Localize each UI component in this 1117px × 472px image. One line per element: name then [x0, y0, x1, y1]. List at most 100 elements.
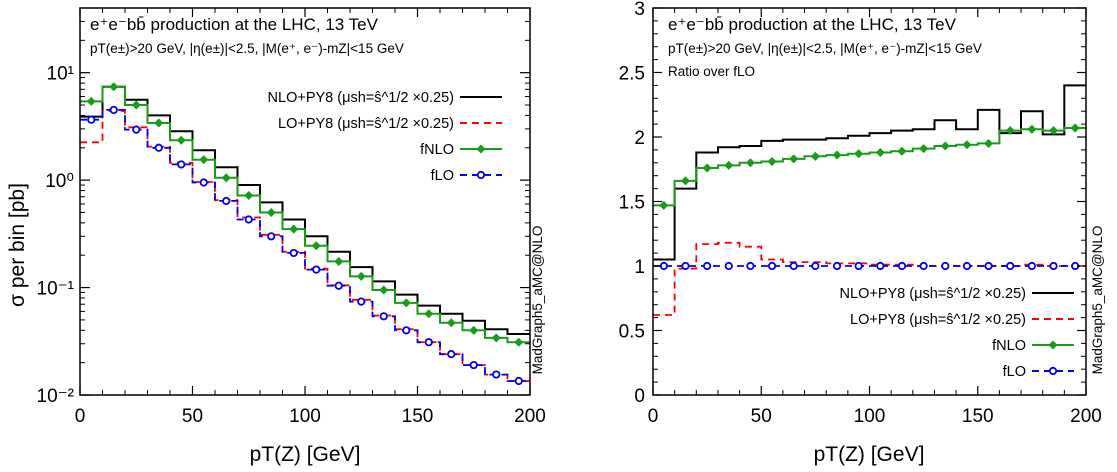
- legend-label: fLO: [1003, 364, 1026, 380]
- flo-marker: [132, 125, 141, 134]
- fnlo-marker: [311, 241, 321, 251]
- right-series-layer: [653, 84, 1086, 316]
- l-plot-frame: [79, 7, 531, 396]
- fnlo-marker: [810, 151, 820, 161]
- flo-marker: [876, 261, 885, 271]
- flo-marker: [941, 261, 950, 271]
- y-tick-label: 3: [634, 0, 645, 20]
- flo-marker: [832, 261, 842, 271]
- flo-marker: [109, 105, 118, 115]
- right-ratio-note: Ratio over fLO: [668, 64, 755, 79]
- flo-marker: [984, 261, 993, 271]
- left-chart-title: e⁺e⁻bb̄ production at the LHC, 13 TeV: [90, 15, 379, 34]
- fnlo-marker: [1070, 123, 1080, 133]
- left-series-layer: [80, 82, 530, 386]
- flo-marker: [514, 376, 523, 386]
- flo-marker: [789, 261, 798, 271]
- y-tick-label: 1: [634, 257, 645, 278]
- fnlo-marker: [491, 333, 501, 343]
- fnlo-marker: [469, 325, 479, 335]
- flo-marker: [1027, 261, 1036, 271]
- fnlo-marker: [199, 155, 209, 165]
- x-tick-label: 100: [289, 406, 321, 427]
- y-tick-label: 10⁻²: [37, 386, 75, 407]
- legend-marker: [1048, 366, 1058, 376]
- fnlo-marker: [1049, 126, 1059, 136]
- fnlo-marker: [962, 140, 972, 150]
- right-chart-subtitle: pT(e±)>20 GeV, |η(e±)|<2.5, |M(e⁺, e⁻)-m…: [668, 41, 982, 56]
- flo-marker: [703, 261, 712, 271]
- fnlo-marker: [154, 118, 164, 128]
- fnlo-marker: [266, 207, 276, 217]
- legend-label: fNLO: [992, 338, 1026, 354]
- legend-label: NLO+PY8 (μsh=ŝ^1/2 ×0.25): [840, 286, 1026, 302]
- fnlo-marker: [514, 337, 524, 347]
- legend-label: LO+PY8 (μsh=ŝ^1/2 ×0.25): [278, 116, 454, 132]
- fnlo-marker: [131, 100, 141, 110]
- right-panel: 0 50 100 150 200 0 0.5 1 1.5 2 2.5 3 e⁺e⁻bb̄ produc…: [619, 0, 1105, 466]
- x-tick-label: 0: [75, 406, 86, 427]
- x-tick-label: 200: [1070, 406, 1102, 427]
- flo-marker: [919, 261, 928, 271]
- fnlo-marker: [86, 96, 96, 106]
- y-tick-label: 0: [634, 386, 645, 407]
- x-tick-label: 150: [962, 406, 994, 427]
- flo-marker: [1049, 261, 1058, 271]
- flo-marker: [244, 215, 253, 224]
- flo-marker: [87, 115, 96, 124]
- flo-marker: [357, 297, 366, 306]
- left-panel: 0 50 100 150 200 10⁻² 10⁻¹ 10⁰ 10¹ e⁺e⁻bb̄ produ…: [6, 7, 546, 466]
- legend-label: NLO+PY8 (μsh=ŝ^1/2 ×0.25): [268, 90, 454, 106]
- right-chart-title: e⁺e⁻bb̄ production at the LHC, 13 TeV: [668, 15, 957, 34]
- left-axes: 0 50 100 150 200 10⁻² 10⁻¹ 10⁰ 10¹: [37, 7, 546, 427]
- fnlo-marker: [221, 173, 231, 183]
- r-series-0-line: [653, 84, 1086, 261]
- x-tick-label: 0: [648, 406, 659, 427]
- fnlo-marker: [1027, 124, 1037, 134]
- fnlo-marker: [176, 135, 186, 145]
- right-legend: NLO+PY8 (μsh=ŝ^1/2 ×0.25) LO+PY8 (μsh=ŝ^1…: [840, 286, 1074, 380]
- flo-marker: [811, 261, 820, 271]
- x-tick-label: 50: [182, 406, 203, 427]
- right-x-axis-title: pT(Z) [GeV]: [814, 443, 925, 466]
- left-legend: NLO+PY8 (μsh=ŝ^1/2 ×0.25) LO+PY8 (μsh=ŝ^1…: [268, 90, 502, 184]
- left-watermark: MadGraph5_aMC@NLO: [530, 226, 545, 375]
- r-series-1-line: [653, 241, 1086, 316]
- y-tick-label: 10¹: [47, 64, 74, 85]
- flo-marker: [897, 261, 907, 271]
- flo-marker: [962, 261, 972, 271]
- flo-marker: [402, 326, 411, 335]
- flo-marker: [312, 265, 321, 274]
- legend-marker: [1048, 340, 1058, 350]
- fnlo-marker: [940, 141, 950, 151]
- flo-marker: [154, 143, 163, 152]
- flo-marker: [681, 261, 690, 271]
- r-series-2-line: [653, 127, 1086, 207]
- flo-marker: [199, 178, 208, 187]
- y-tick-label: 1.5: [619, 193, 645, 214]
- y-tick-label: 0.5: [619, 322, 645, 343]
- y-tick-label: 2: [634, 128, 645, 149]
- fnlo-marker: [789, 154, 799, 164]
- flo-marker: [724, 261, 733, 271]
- legend-marker: [476, 144, 486, 154]
- legend-label: fNLO: [420, 142, 454, 158]
- flo-marker: [447, 350, 456, 359]
- fnlo-marker: [832, 150, 842, 160]
- legend-label: LO+PY8 (μsh=ŝ^1/2 ×0.25): [850, 312, 1026, 328]
- fnlo-marker: [356, 271, 366, 281]
- flo-marker: [1006, 261, 1015, 271]
- legend-label: fLO: [431, 168, 454, 184]
- y-tick-label: 2.5: [619, 64, 645, 85]
- x-tick-label: 50: [751, 406, 772, 427]
- fnlo-marker: [659, 200, 669, 210]
- fnlo-marker: [401, 298, 411, 308]
- flo-marker: [222, 196, 231, 206]
- fnlo-marker: [1005, 126, 1015, 136]
- fnlo-marker: [745, 158, 755, 168]
- left-x-axis-title: pT(Z) [GeV]: [250, 443, 361, 466]
- flo-marker: [424, 338, 433, 347]
- fnlo-marker: [875, 147, 885, 157]
- fnlo-marker: [724, 160, 734, 170]
